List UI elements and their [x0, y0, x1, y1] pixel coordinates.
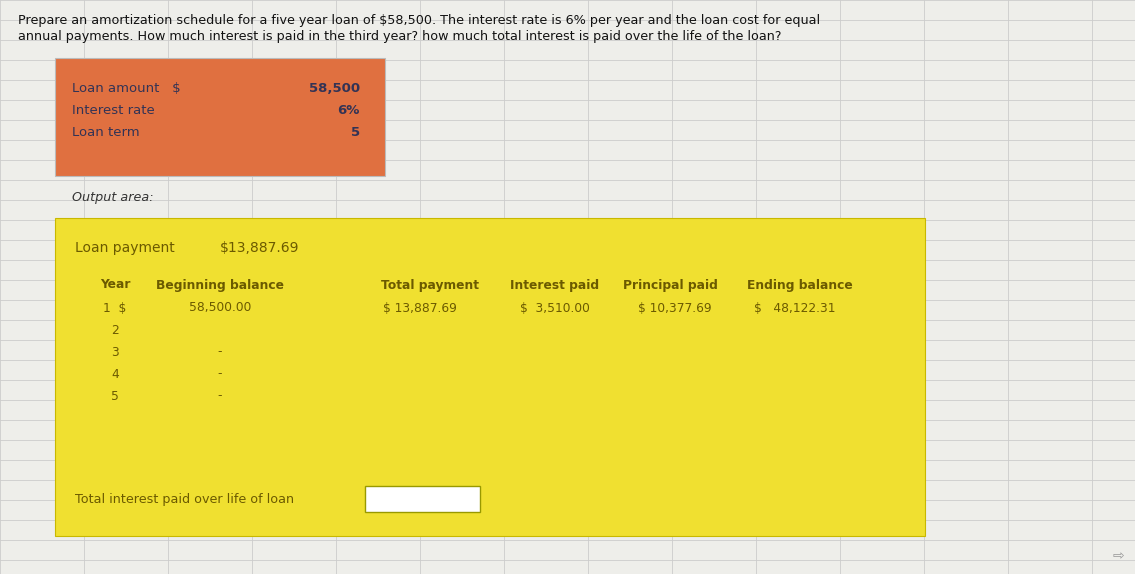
- Text: Beginning balance: Beginning balance: [155, 278, 284, 292]
- Text: 2: 2: [111, 324, 119, 336]
- Text: -: -: [218, 367, 222, 381]
- Text: -: -: [218, 390, 222, 402]
- Text: 58,500.00: 58,500.00: [188, 301, 251, 315]
- Text: 3: 3: [111, 346, 119, 359]
- Bar: [54, 218, 925, 536]
- Text: Principal paid: Principal paid: [623, 278, 717, 292]
- Bar: [54, 58, 385, 176]
- Text: Output area:: Output area:: [72, 192, 153, 204]
- Text: -: -: [218, 346, 222, 359]
- Text: $ 13,887.69: $ 13,887.69: [384, 301, 457, 315]
- Text: Loan term: Loan term: [72, 126, 140, 138]
- Text: ⇨: ⇨: [1112, 549, 1124, 563]
- Text: 6%: 6%: [337, 103, 360, 117]
- Text: Total interest paid over life of loan: Total interest paid over life of loan: [75, 494, 294, 506]
- Text: Loan payment: Loan payment: [75, 241, 175, 255]
- Text: $13,887.69: $13,887.69: [220, 241, 300, 255]
- Text: $ 10,377.69: $ 10,377.69: [638, 301, 712, 315]
- Text: Loan amount   $: Loan amount $: [72, 82, 180, 95]
- Text: Prepare an amortization schedule for a five year loan of $58,500. The interest r: Prepare an amortization schedule for a f…: [18, 14, 821, 27]
- Text: Ending balance: Ending balance: [747, 278, 852, 292]
- Text: 1  $: 1 $: [103, 301, 127, 315]
- Bar: [365, 486, 480, 512]
- Text: 5: 5: [351, 126, 360, 138]
- Text: Total payment: Total payment: [381, 278, 479, 292]
- Text: 5: 5: [111, 390, 119, 402]
- Text: $   48,122.31: $ 48,122.31: [755, 301, 835, 315]
- Text: Interest paid: Interest paid: [511, 278, 599, 292]
- Text: 4: 4: [111, 367, 119, 381]
- Text: Interest rate: Interest rate: [72, 103, 154, 117]
- Text: 58,500: 58,500: [309, 82, 360, 95]
- Text: annual payments. How much interest is paid in the third year? how much total int: annual payments. How much interest is pa…: [18, 30, 782, 43]
- Text: Year: Year: [100, 278, 131, 292]
- Text: $  3,510.00: $ 3,510.00: [520, 301, 590, 315]
